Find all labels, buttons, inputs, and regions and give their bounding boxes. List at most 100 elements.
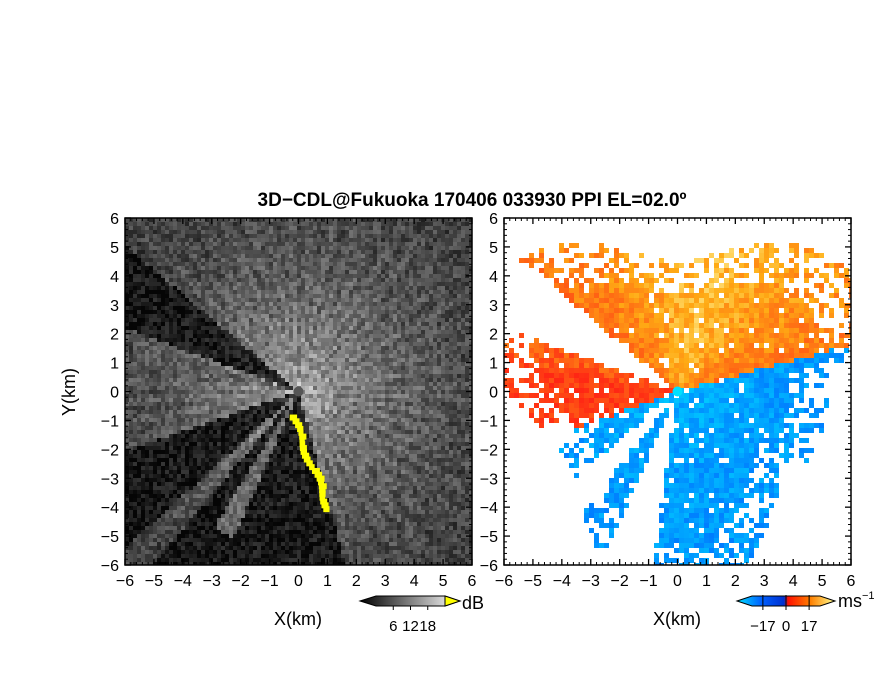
x-tick-label: −3 — [203, 573, 221, 590]
x-tick-label: −6 — [495, 573, 513, 590]
x-tick-label: −4 — [174, 573, 192, 590]
x-tick-label: 5 — [818, 573, 827, 590]
y-axis-label: Y(km) — [59, 368, 79, 416]
x-tick-label: −5 — [524, 573, 542, 590]
hard-target-echo — [300, 448, 308, 455]
hard-target-echo — [320, 498, 328, 505]
y-tick-label: 1 — [110, 356, 119, 373]
y-tick-label: 2 — [110, 327, 119, 344]
hard-target-echo — [295, 422, 303, 429]
velocity-panel: −6 −5 −4 −3 −2 −1 0 1 2 3 4 5 6 6 5 4 3 2 1 0 −1 −2 −3 −4 −5 −6 X… — [480, 211, 875, 635]
x-tick-label: 3 — [381, 573, 390, 590]
y-tick-label: −3 — [101, 471, 119, 488]
colorbar-tick-label: −17 — [750, 618, 775, 635]
hard-target-echo — [319, 494, 326, 501]
hard-target-echo — [289, 414, 298, 421]
reflectivity-colorbar-unit: dB — [462, 593, 484, 613]
hard-target-echo — [299, 433, 307, 440]
x-tick-label: 1 — [323, 573, 332, 590]
hard-target-echo — [299, 445, 307, 452]
x-tick-label: 0 — [294, 573, 303, 590]
radar-site-right — [672, 386, 683, 397]
velocity-axes: −6 −5 −4 −3 −2 −1 0 1 2 3 4 5 6 6 5 4 3 2 1 0 −1 −2 −3 −4 −5 −6 — [480, 211, 856, 590]
y-tick-label: 2 — [489, 327, 498, 344]
y-tick-label: 0 — [489, 385, 498, 402]
velocity-colorbar-unit: ms−1 — [838, 590, 875, 611]
hard-target-echo — [311, 467, 320, 474]
y-tick-label: −1 — [101, 413, 119, 430]
y-tick-label: 4 — [110, 269, 119, 286]
x-tick-label: 6 — [468, 573, 477, 590]
x-axis-label-right: X(km) — [653, 609, 701, 629]
x-tick-label: 3 — [760, 573, 769, 590]
hard-target-echo — [318, 483, 327, 490]
velocity-colorbar: −17 0 17 ms−1 — [735, 590, 875, 635]
x-tick-label: −2 — [611, 573, 629, 590]
hard-target-echo — [298, 429, 304, 436]
y-tick-label: −5 — [480, 529, 498, 546]
y-tick-label: −4 — [480, 500, 498, 517]
x-tick-label: 4 — [789, 573, 798, 590]
hard-target-echo — [309, 464, 315, 471]
y-tick-label: −1 — [480, 413, 498, 430]
x-tick-label: 2 — [352, 573, 361, 590]
x-tick-label: −4 — [553, 573, 571, 590]
hard-target-echo — [299, 441, 306, 448]
hard-target-echo — [292, 418, 300, 425]
colorbar-tick-label: 12 — [402, 618, 419, 635]
hard-target-echo — [319, 487, 326, 494]
y-tick-label: −4 — [101, 500, 119, 517]
x-tick-label: −6 — [116, 573, 134, 590]
x-tick-label: −1 — [260, 573, 278, 590]
x-tick-label: −5 — [145, 573, 163, 590]
reflectivity-axes: −6 −5 −4 −3 −2 −1 0 1 2 3 4 5 6 6 5 4 3 2 1 0 −1 −2 −3 −4 −5 −6 — [101, 211, 477, 590]
x-tick-label: −3 — [582, 573, 600, 590]
hard-target-echo — [314, 471, 323, 478]
hard-target-echo — [303, 456, 311, 463]
x-tick-label: 6 — [847, 573, 856, 590]
velocity-field — [504, 243, 851, 565]
x-tick-label: −2 — [232, 573, 250, 590]
x-tick-label: 5 — [439, 573, 448, 590]
y-tick-label: 1 — [489, 356, 498, 373]
y-tick-label: −6 — [480, 558, 498, 575]
hard-target-echo — [316, 475, 325, 482]
x-tick-label: 0 — [673, 573, 682, 590]
y-tick-label: −5 — [101, 529, 119, 546]
colorbar-tick-label: 18 — [419, 618, 436, 635]
hard-target-echo — [318, 479, 325, 486]
hard-target-echo — [297, 425, 304, 432]
y-tick-label: −2 — [101, 442, 119, 459]
colorbar-tick-label: 6 — [389, 618, 397, 635]
y-tick-label: 6 — [489, 211, 498, 228]
hard-target-echo — [301, 452, 310, 459]
y-tick-label: 6 — [110, 211, 119, 228]
y-tick-label: −2 — [480, 442, 498, 459]
x-axis-label-left: X(km) — [274, 609, 322, 629]
y-tick-label: 3 — [110, 298, 119, 315]
y-tick-label: 4 — [489, 269, 498, 286]
y-tick-label: −3 — [480, 471, 498, 488]
x-tick-label: 1 — [702, 573, 711, 590]
y-tick-label: 5 — [489, 240, 498, 257]
hard-target-echo — [299, 437, 305, 444]
hard-target-echo — [321, 502, 329, 509]
hard-target-echo — [306, 460, 313, 467]
hard-target-echo — [323, 506, 330, 513]
y-tick-label: 0 — [110, 385, 119, 402]
reflectivity-colorbar-max — [444, 595, 462, 607]
hard-target-echo — [319, 490, 326, 497]
radar-site — [293, 386, 304, 397]
x-tick-label: −1 — [639, 573, 657, 590]
chart-title: 3D−CDL@Fukuoka 170406 033930 PPI EL=02.0… — [258, 190, 687, 211]
x-tick-label: 4 — [410, 573, 419, 590]
x-tick-label: 2 — [731, 573, 740, 590]
y-tick-label: 5 — [110, 240, 119, 257]
colorbar-tick-label: 17 — [801, 618, 818, 635]
y-tick-label: −6 — [101, 558, 119, 575]
y-tick-label: 3 — [489, 298, 498, 315]
reflectivity-colorbar: 6 12 18 dB — [358, 593, 484, 635]
colorbar-tick-label: 0 — [782, 618, 790, 635]
